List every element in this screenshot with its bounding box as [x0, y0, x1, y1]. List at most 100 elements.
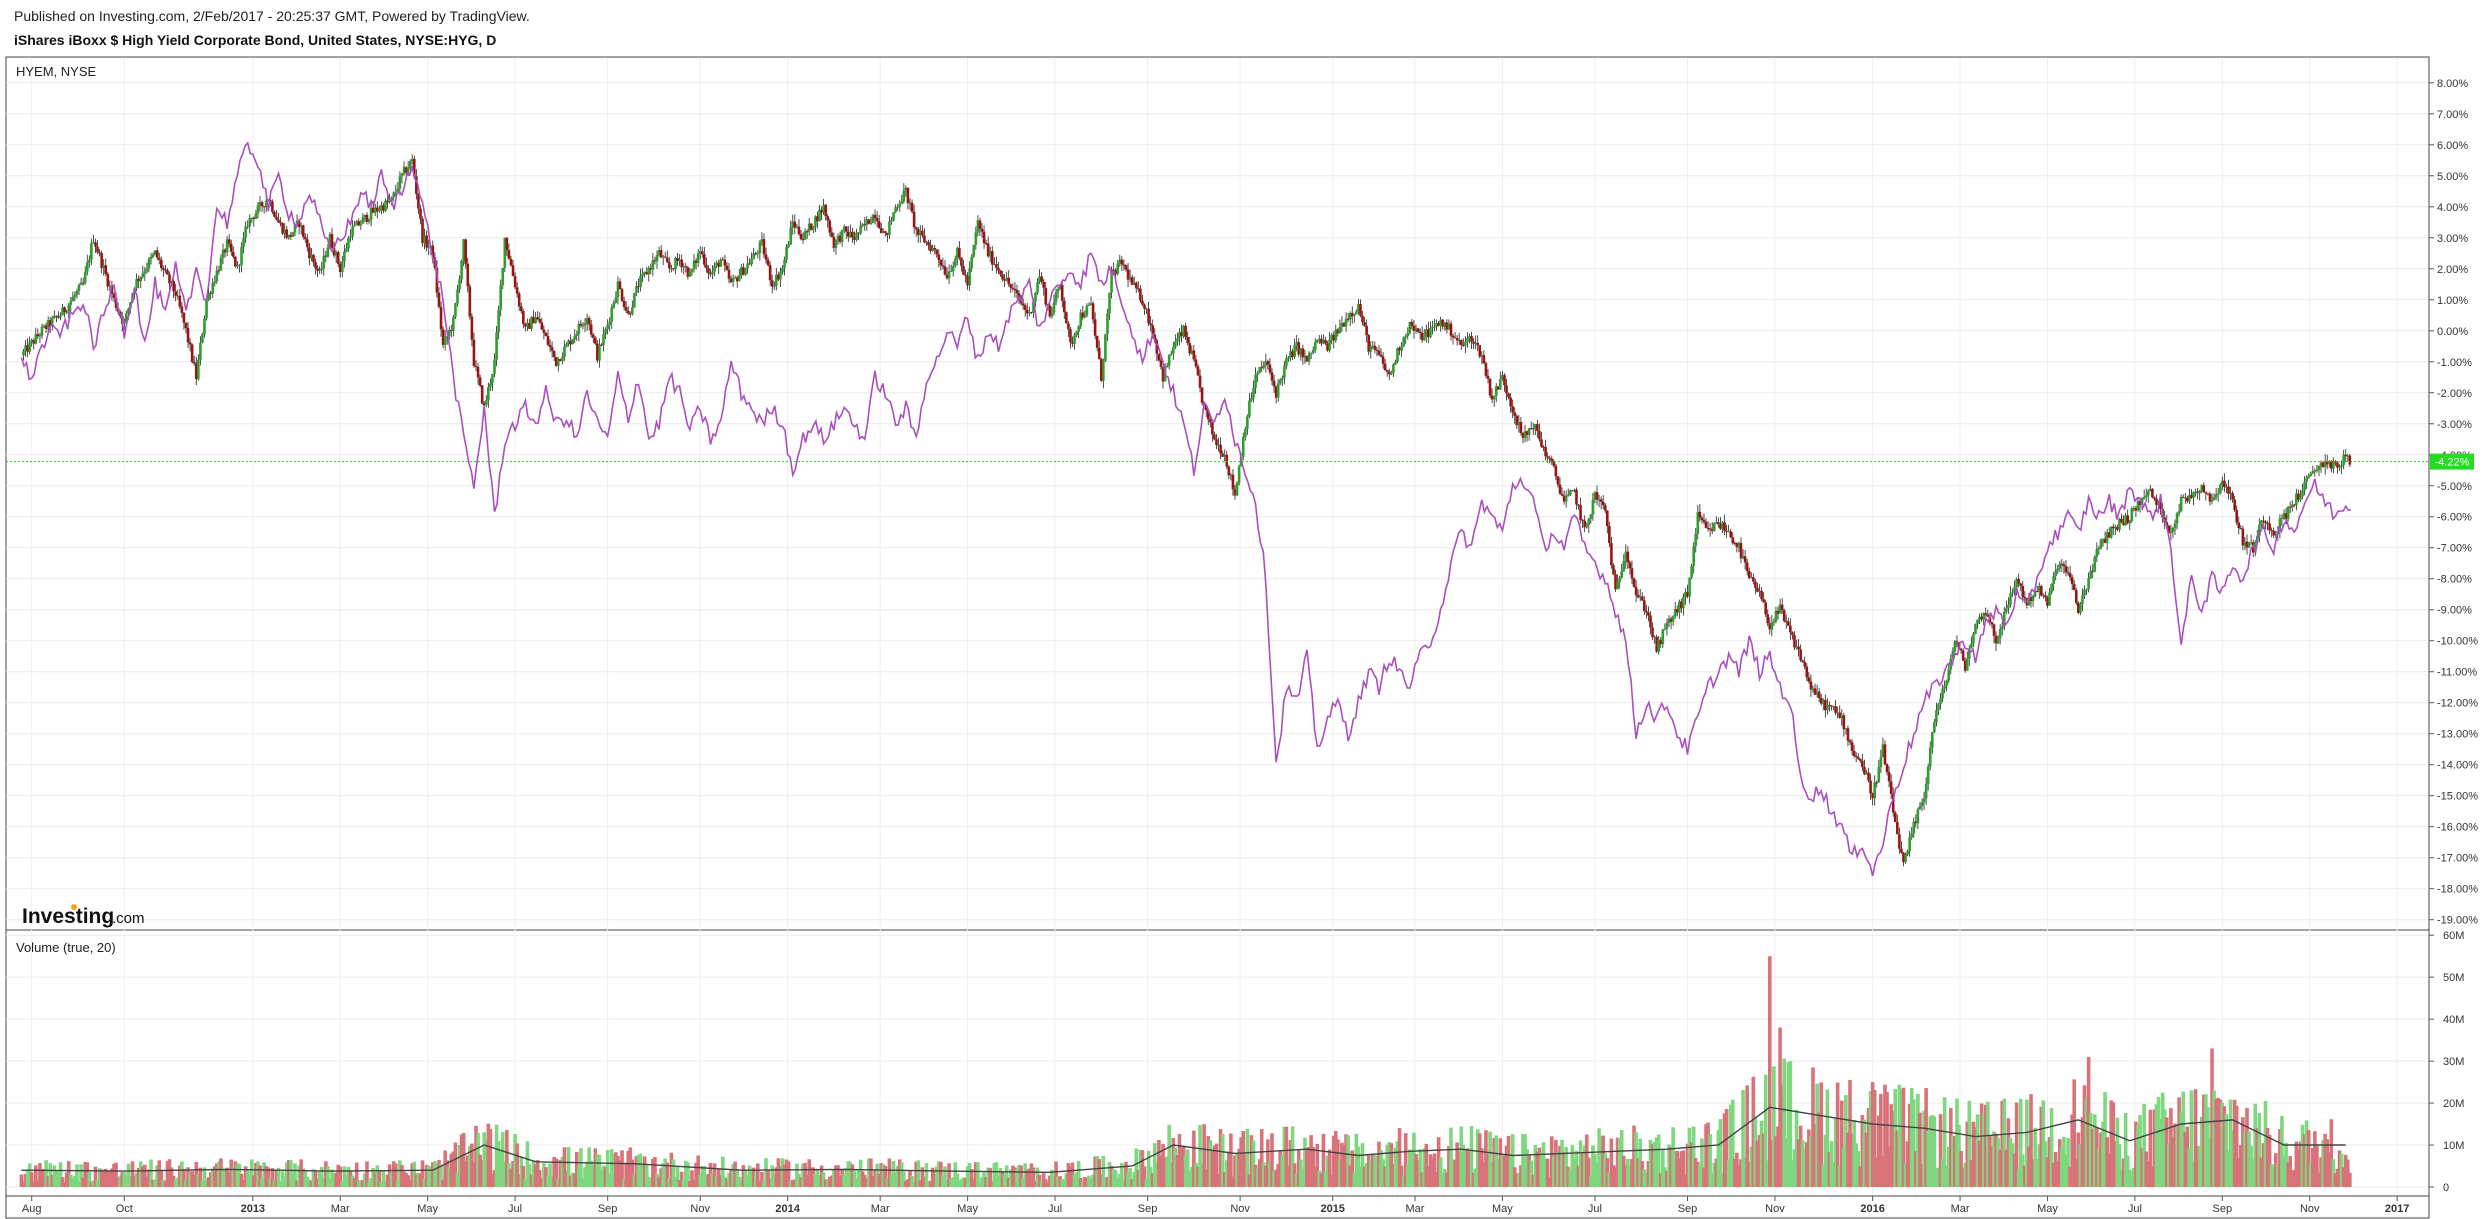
volume-bar [1218, 1129, 1223, 1187]
volume-bar [1204, 1169, 1209, 1187]
volume-bar [850, 1164, 855, 1187]
volume-bar [66, 1161, 71, 1187]
candle-body [1030, 312, 1033, 314]
volume-bar [529, 1174, 534, 1187]
volume-bar [1691, 1126, 1696, 1187]
volume-bar [1270, 1133, 1274, 1187]
volume-bar [531, 1160, 536, 1187]
candle-body [849, 231, 852, 237]
candle-body [1680, 601, 1683, 609]
volume-bar [2074, 1158, 2079, 1187]
volume-bar [1087, 1175, 1091, 1187]
candle-body [958, 247, 961, 258]
candle-body [591, 334, 595, 338]
volume-bar [852, 1170, 857, 1187]
candle-body [186, 328, 190, 343]
volume-bar [1344, 1134, 1348, 1187]
volume-ma-line [21, 1106, 2346, 1174]
candle-body [217, 270, 221, 272]
candle-body [534, 317, 537, 324]
candle-body [67, 304, 71, 312]
candle-body [236, 264, 239, 267]
volume-bar [1008, 1169, 1013, 1187]
candle-body [1139, 288, 1142, 301]
volume-bar [130, 1161, 135, 1187]
candle-body [1328, 339, 1331, 351]
candle-body [1706, 527, 1710, 529]
volume-bar [2076, 1132, 2081, 1187]
volume-bar [62, 1181, 67, 1187]
candle-body [1669, 618, 1673, 622]
volume-bar [99, 1169, 104, 1187]
price-tick-label: -14.00% [2437, 760, 2478, 772]
candle-body [1369, 345, 1373, 352]
candle-body [612, 302, 616, 308]
volume-bar [1624, 1165, 1628, 1187]
volume-bar [60, 1177, 65, 1187]
candle-body [2070, 577, 2074, 585]
volume-bar [1856, 1151, 1861, 1187]
volume-bar [445, 1160, 450, 1187]
volume-bar [1827, 1151, 1832, 1187]
candle-body [918, 230, 922, 236]
candle-body [1817, 691, 1821, 698]
candle-body [250, 217, 254, 219]
candle-body [2258, 524, 2261, 537]
volume-bar [1782, 1058, 1786, 1187]
volume-bar [465, 1155, 470, 1187]
volume-bar [2014, 1102, 2019, 1187]
candle-body [2262, 520, 2265, 522]
candle-body [1433, 326, 1436, 328]
candle-body [1007, 277, 1011, 285]
candle-body [1906, 850, 1909, 855]
candle-body [935, 249, 939, 255]
volume-bar [19, 1174, 24, 1187]
candle-body [2280, 517, 2284, 519]
candle-body [556, 358, 560, 366]
volume-bar [1278, 1150, 1283, 1187]
volume-bar [474, 1125, 478, 1187]
volume-bar [1196, 1166, 1200, 1187]
candle-body [2212, 497, 2216, 501]
candle-body [1206, 410, 1210, 420]
volume-bar [636, 1154, 641, 1187]
candle-body [2319, 462, 2323, 466]
volume-bar [2062, 1136, 2066, 1187]
candle-body [1085, 305, 1089, 316]
volume-bar [1811, 1067, 1815, 1187]
candle-body [522, 311, 525, 324]
candle-body [964, 274, 967, 276]
volume-bar [735, 1168, 740, 1187]
candle-body [458, 279, 461, 290]
candle-body [651, 260, 655, 270]
candle-body [34, 334, 38, 344]
price-tick-label: -2.00% [2437, 388, 2472, 400]
volume-bar [1858, 1166, 1863, 1187]
candle-body [812, 226, 815, 230]
volume-bar [2068, 1166, 2072, 1187]
candle-body [2052, 576, 2055, 584]
volume-bar [1019, 1165, 1023, 1187]
candle-body [949, 271, 953, 273]
candle-body [493, 359, 496, 375]
candle-body [2229, 492, 2232, 494]
volume-bar [632, 1174, 637, 1187]
candle-body [1885, 764, 1889, 773]
volume-bar [572, 1173, 577, 1187]
volume-bar [1607, 1172, 1612, 1187]
candle-body [515, 287, 519, 294]
candle-body [960, 257, 963, 266]
candle-body [2340, 464, 2343, 467]
volume-bar [1362, 1166, 1367, 1187]
candle-body [1986, 614, 1990, 617]
volume-bar [1480, 1148, 1484, 1187]
candle-body [1233, 489, 1237, 496]
volume-bar [926, 1181, 931, 1187]
candle-body [1951, 650, 1955, 659]
volume-bar [453, 1142, 458, 1187]
candle-body [2027, 597, 2031, 606]
candle-body [816, 216, 819, 222]
candle-body [628, 313, 632, 315]
volume-bar [398, 1160, 402, 1187]
